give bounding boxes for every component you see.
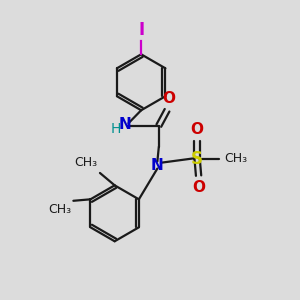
Text: O: O: [190, 122, 204, 137]
Text: O: O: [192, 180, 205, 195]
Text: CH₃: CH₃: [74, 156, 98, 170]
Text: CH₃: CH₃: [48, 203, 71, 216]
Text: S: S: [191, 149, 203, 167]
Text: N: N: [118, 117, 131, 132]
Text: I: I: [138, 21, 144, 39]
Text: H: H: [110, 122, 121, 136]
Text: N: N: [151, 158, 164, 172]
Text: O: O: [162, 91, 175, 106]
Text: CH₃: CH₃: [224, 152, 247, 165]
